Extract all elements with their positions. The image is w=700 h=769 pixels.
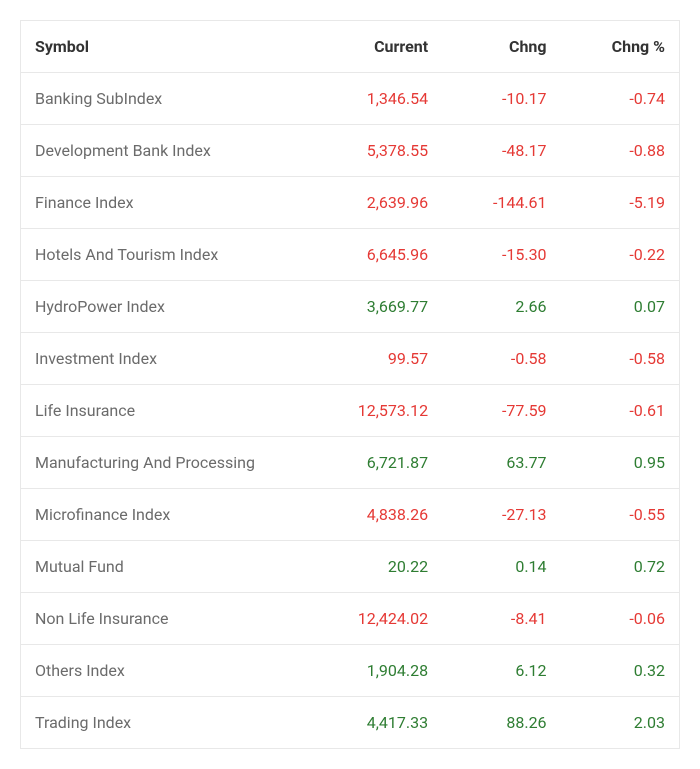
header-row: Symbol Current Chng Chng % [21, 21, 679, 73]
cell-symbol: HydroPower Index [21, 281, 297, 333]
cell-symbol: Trading Index [21, 697, 297, 749]
table-row[interactable]: Finance Index2,639.96-144.61-5.19 [21, 177, 679, 229]
cell-current: 12,573.12 [297, 385, 442, 437]
cell-chng-pct: -0.61 [561, 385, 679, 437]
table-row[interactable]: Life Insurance12,573.12-77.59-0.61 [21, 385, 679, 437]
cell-current: 6,721.87 [297, 437, 442, 489]
col-chng-pct[interactable]: Chng % [561, 21, 679, 73]
cell-chng: -10.17 [442, 73, 560, 125]
cell-chng-pct: 0.07 [561, 281, 679, 333]
cell-chng: -8.41 [442, 593, 560, 645]
cell-chng-pct: 0.32 [561, 645, 679, 697]
cell-current: 5,378.55 [297, 125, 442, 177]
cell-chng: 6.12 [442, 645, 560, 697]
cell-symbol: Manufacturing And Processing [21, 437, 297, 489]
table-row[interactable]: Non Life Insurance12,424.02-8.41-0.06 [21, 593, 679, 645]
table-row[interactable]: Investment Index99.57-0.58-0.58 [21, 333, 679, 385]
cell-chng: 88.26 [442, 697, 560, 749]
cell-chng: -15.30 [442, 229, 560, 281]
cell-chng: -48.17 [442, 125, 560, 177]
cell-symbol: Banking SubIndex [21, 73, 297, 125]
cell-current: 1,346.54 [297, 73, 442, 125]
cell-chng: 2.66 [442, 281, 560, 333]
table-row[interactable]: Development Bank Index5,378.55-48.17-0.8… [21, 125, 679, 177]
cell-current: 20.22 [297, 541, 442, 593]
col-current[interactable]: Current [297, 21, 442, 73]
table-header: Symbol Current Chng Chng % [21, 21, 679, 73]
cell-symbol: Non Life Insurance [21, 593, 297, 645]
cell-symbol: Finance Index [21, 177, 297, 229]
cell-chng: -77.59 [442, 385, 560, 437]
index-table-container: Symbol Current Chng Chng % Banking SubIn… [20, 20, 680, 749]
index-table: Symbol Current Chng Chng % Banking SubIn… [21, 21, 679, 748]
table-row[interactable]: HydroPower Index3,669.772.660.07 [21, 281, 679, 333]
table-row[interactable]: Mutual Fund20.220.140.72 [21, 541, 679, 593]
cell-chng-pct: -5.19 [561, 177, 679, 229]
cell-symbol: Mutual Fund [21, 541, 297, 593]
table-row[interactable]: Trading Index4,417.3388.262.03 [21, 697, 679, 749]
cell-symbol: Investment Index [21, 333, 297, 385]
cell-chng: 0.14 [442, 541, 560, 593]
cell-symbol: Development Bank Index [21, 125, 297, 177]
cell-chng-pct: 0.95 [561, 437, 679, 489]
cell-chng: -27.13 [442, 489, 560, 541]
table-row[interactable]: Hotels And Tourism Index6,645.96-15.30-0… [21, 229, 679, 281]
cell-current: 6,645.96 [297, 229, 442, 281]
cell-chng-pct: -0.88 [561, 125, 679, 177]
cell-current: 99.57 [297, 333, 442, 385]
cell-chng-pct: -0.58 [561, 333, 679, 385]
cell-chng: -0.58 [442, 333, 560, 385]
cell-current: 4,417.33 [297, 697, 442, 749]
col-chng[interactable]: Chng [442, 21, 560, 73]
cell-chng: -144.61 [442, 177, 560, 229]
cell-chng-pct: -0.55 [561, 489, 679, 541]
cell-symbol: Others Index [21, 645, 297, 697]
table-row[interactable]: Manufacturing And Processing6,721.8763.7… [21, 437, 679, 489]
cell-symbol: Life Insurance [21, 385, 297, 437]
col-symbol[interactable]: Symbol [21, 21, 297, 73]
cell-current: 1,904.28 [297, 645, 442, 697]
cell-current: 12,424.02 [297, 593, 442, 645]
cell-symbol: Microfinance Index [21, 489, 297, 541]
cell-current: 3,669.77 [297, 281, 442, 333]
cell-current: 2,639.96 [297, 177, 442, 229]
table-row[interactable]: Microfinance Index4,838.26-27.13-0.55 [21, 489, 679, 541]
cell-symbol: Hotels And Tourism Index [21, 229, 297, 281]
table-body: Banking SubIndex1,346.54-10.17-0.74Devel… [21, 73, 679, 749]
cell-chng-pct: 2.03 [561, 697, 679, 749]
cell-chng-pct: -0.74 [561, 73, 679, 125]
table-row[interactable]: Banking SubIndex1,346.54-10.17-0.74 [21, 73, 679, 125]
cell-chng-pct: 0.72 [561, 541, 679, 593]
cell-chng-pct: -0.06 [561, 593, 679, 645]
cell-chng: 63.77 [442, 437, 560, 489]
cell-chng-pct: -0.22 [561, 229, 679, 281]
cell-current: 4,838.26 [297, 489, 442, 541]
table-row[interactable]: Others Index1,904.286.120.32 [21, 645, 679, 697]
